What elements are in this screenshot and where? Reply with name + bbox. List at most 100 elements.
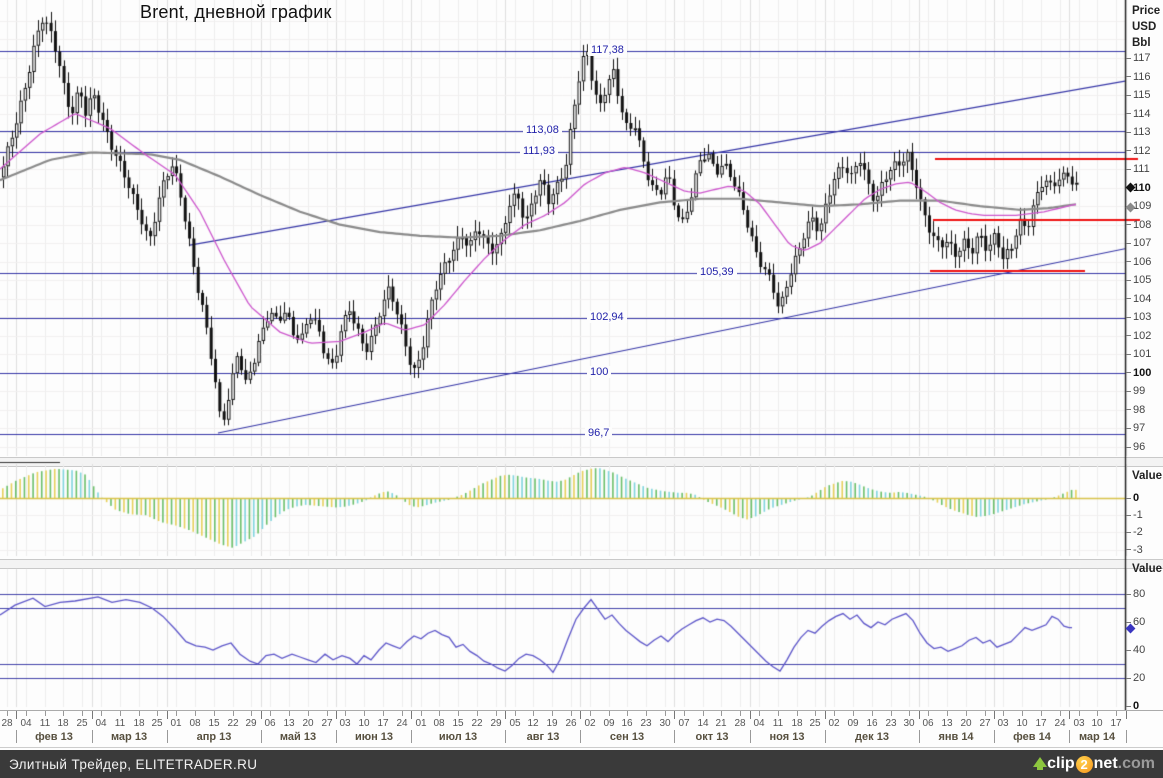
month-separator: [336, 730, 337, 743]
month-separator: [750, 730, 751, 743]
week-tick: [1116, 711, 1117, 716]
price-chart-canvas: [0, 0, 1163, 710]
month-tick: [92, 711, 93, 719]
month-separator: [580, 730, 581, 743]
week-tick: [966, 711, 967, 716]
day-label: 16: [866, 718, 878, 729]
price-axis-header-line: USD: [1132, 21, 1157, 33]
month-label: мар 13: [110, 731, 148, 743]
month-tick: [16, 711, 17, 719]
month-label: мар 14: [1078, 731, 1116, 743]
rsi-tick: 0: [1126, 700, 1139, 712]
month-separator: [994, 730, 995, 743]
chart-title: Brent, дневной график: [140, 2, 332, 22]
month-label: фев 14: [1013, 731, 1051, 743]
day-label: 25: [76, 718, 88, 729]
price-tick: 108: [1126, 219, 1151, 231]
week-tick: [665, 711, 666, 716]
day-label: 13: [941, 718, 953, 729]
week-tick: [45, 711, 46, 716]
price-tick: 116: [1126, 71, 1151, 83]
week-tick: [533, 711, 534, 716]
price-tick: 98: [1126, 404, 1145, 416]
histogram-tick: 0: [1126, 492, 1139, 504]
week-tick: [7, 711, 8, 716]
week-tick: [176, 711, 177, 716]
day-label: 25: [809, 718, 821, 729]
day-label: 20: [302, 718, 314, 729]
clip2net-2-badge: 2: [1075, 755, 1093, 773]
rsi-tick: 80: [1126, 588, 1145, 600]
week-tick: [721, 711, 722, 716]
day-label: 11: [772, 718, 784, 729]
day-label: 27: [321, 718, 333, 729]
day-label: 15: [452, 718, 464, 729]
price-tick: 96: [1126, 441, 1145, 453]
week-tick: [251, 711, 252, 716]
month-label: янв 14: [938, 731, 974, 743]
week-tick: [646, 711, 647, 716]
right-axis-gutter: Price USD Bbl Value Value 117 116 115 114 113 1…: [1125, 0, 1163, 712]
day-label: 17: [377, 718, 389, 729]
day-label: 01: [170, 718, 182, 729]
histogram-tick: -3: [1126, 544, 1143, 556]
day-label: 09: [603, 718, 615, 729]
day-label: 13: [283, 718, 295, 729]
price-tick: 100: [1126, 367, 1151, 379]
price-tick: 117: [1126, 52, 1151, 64]
day-label: 26: [565, 718, 577, 729]
month-separator: [167, 730, 168, 743]
month-tick: [1126, 711, 1127, 719]
month-label: окт 13: [695, 731, 729, 743]
week-tick: [308, 711, 309, 716]
week-tick: [233, 711, 234, 716]
day-label: 30: [903, 718, 915, 729]
price-level-label: 113,08: [523, 123, 562, 136]
day-label: 10: [1091, 718, 1103, 729]
week-tick: [1079, 711, 1080, 716]
month-separator: [411, 730, 412, 743]
price-tick: 112: [1126, 145, 1151, 157]
day-label: 17: [1035, 718, 1047, 729]
week-tick: [289, 711, 290, 716]
week-tick: [439, 711, 440, 716]
week-tick: [26, 711, 27, 716]
week-tick: [383, 711, 384, 716]
week-tick: [477, 711, 478, 716]
month-label: май 13: [279, 731, 317, 743]
rsi-tick: 40: [1126, 644, 1145, 656]
day-label: 04: [20, 718, 32, 729]
week-tick: [270, 711, 271, 716]
month-separator: [674, 730, 675, 743]
month-label: июн 13: [354, 731, 394, 743]
week-tick: [327, 711, 328, 716]
price-level-label: 100: [587, 365, 612, 378]
month-tick: [261, 711, 262, 719]
week-tick: [1060, 711, 1061, 716]
day-label: 20: [960, 718, 972, 729]
week-tick: [157, 711, 158, 716]
month-label: дек 13: [855, 731, 889, 743]
rsi-axis-header: Value: [1132, 563, 1163, 575]
day-label: 30: [659, 718, 671, 729]
histogram-axis-header: Value: [1132, 470, 1163, 482]
day-label: 02: [828, 718, 840, 729]
day-label: 12: [527, 718, 539, 729]
price-axis-header-line: Price: [1132, 5, 1161, 17]
week-tick: [627, 711, 628, 716]
price-tick: 113: [1126, 126, 1151, 138]
day-label: 22: [471, 718, 483, 729]
month-label: сен 13: [609, 731, 645, 743]
clip2net-watermark[interactable]: clip 2 net .com: [1033, 755, 1155, 773]
day-label: 24: [396, 718, 408, 729]
month-separator: [16, 730, 17, 743]
day-label: 11: [114, 718, 126, 729]
week-tick: [139, 711, 140, 716]
price-level-label: 105,39: [697, 266, 737, 279]
date-axis-bottom-rule: [0, 747, 1163, 748]
month-separator: [1069, 730, 1070, 743]
price-tick: 103: [1126, 311, 1151, 323]
month-separator: [825, 730, 826, 743]
month-label: фев 13: [35, 731, 73, 743]
day-label: 10: [1016, 718, 1028, 729]
